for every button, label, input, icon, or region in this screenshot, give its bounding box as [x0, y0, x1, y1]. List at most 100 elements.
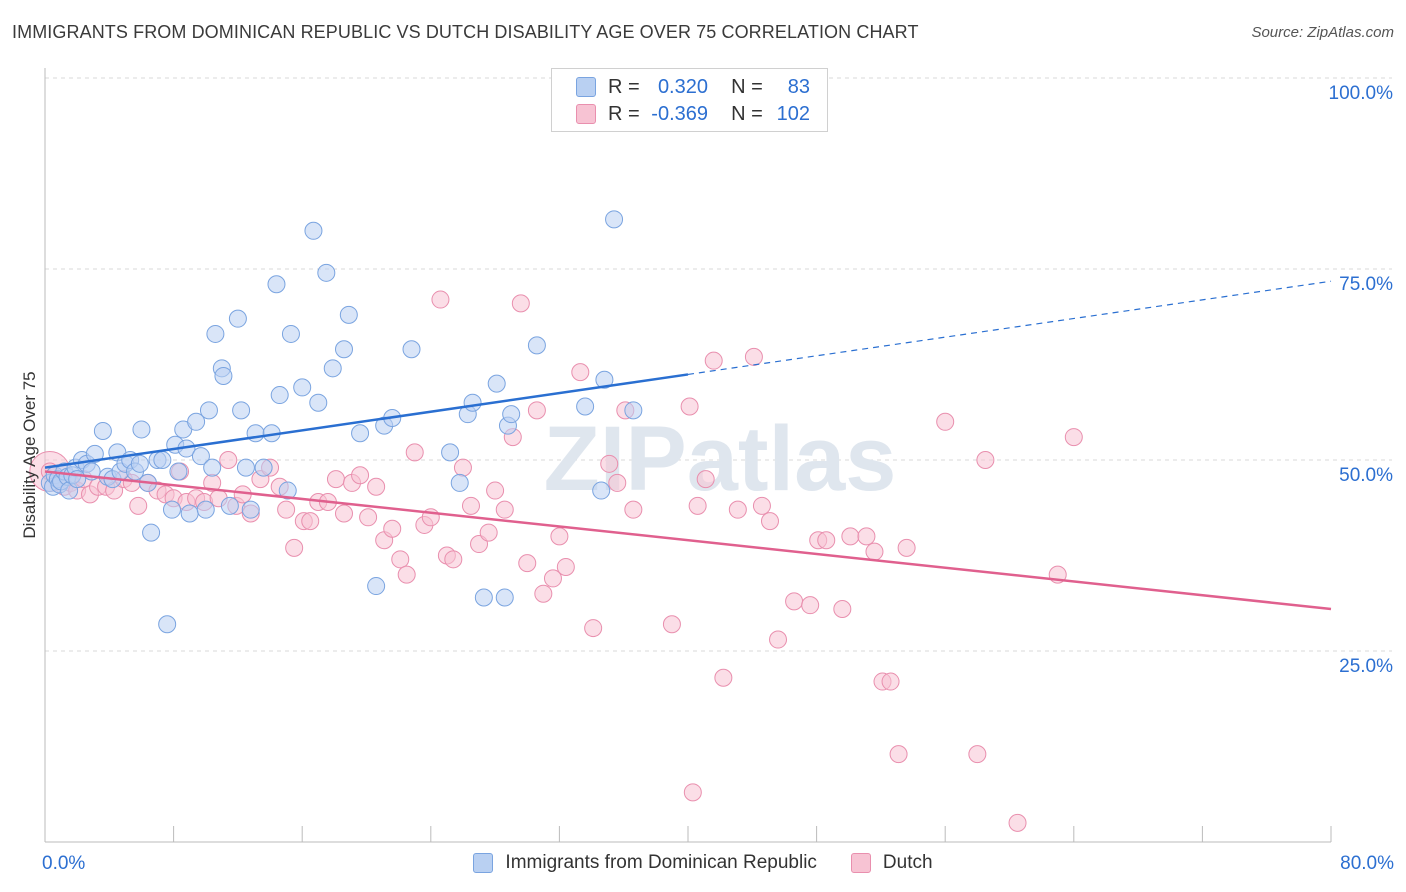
- dutch-point: [760, 512, 779, 531]
- dutch-point: [383, 519, 402, 538]
- dominican-point: [130, 454, 149, 473]
- dutch-point: [897, 538, 916, 557]
- dutch-point: [556, 557, 575, 576]
- dominican-point: [191, 447, 210, 466]
- legend-n-label: N =: [731, 75, 763, 98]
- dutch-point: [833, 599, 852, 618]
- series-swatch-pink: [850, 853, 871, 873]
- dutch-point: [495, 500, 514, 519]
- dominican-point: [495, 588, 514, 607]
- source-label: Source: ZipAtlas.com: [1251, 24, 1394, 41]
- dominican-point: [402, 340, 421, 359]
- dominican-point: [267, 275, 286, 294]
- dutch-point: [334, 504, 353, 523]
- dutch-point: [277, 500, 296, 519]
- dutch-point: [881, 672, 900, 691]
- dominican-point: [132, 420, 151, 439]
- dominican-point: [220, 496, 239, 515]
- dutch-point: [624, 500, 643, 519]
- dutch-point: [571, 363, 590, 382]
- series-swatch-blue: [473, 853, 494, 873]
- dutch-point: [534, 584, 553, 603]
- dutch-point: [461, 496, 480, 515]
- dutch-point: [1064, 428, 1083, 447]
- dominican-point: [334, 340, 353, 359]
- dominican-point: [187, 412, 206, 431]
- dutch-point: [785, 592, 804, 611]
- dominican-point: [162, 500, 181, 519]
- dutch-point: [550, 527, 569, 546]
- dutch-point: [841, 527, 860, 546]
- dominican-point: [527, 336, 546, 355]
- dutch-point: [351, 466, 370, 485]
- dutch-point: [696, 470, 715, 489]
- dominican-point: [214, 366, 233, 385]
- dominican-point: [450, 473, 469, 492]
- series-name: Dutch: [882, 852, 933, 873]
- dutch-point: [968, 745, 987, 764]
- dominican-point: [169, 462, 188, 481]
- dominican-point: [228, 309, 247, 328]
- dominican-trend-line: [44, 373, 689, 469]
- dutch-point: [608, 473, 627, 492]
- legend-r-label: R =: [608, 102, 640, 125]
- dominican-point: [605, 210, 624, 229]
- dominican-point: [474, 588, 493, 607]
- dutch-point: [1008, 813, 1027, 832]
- dutch-point: [680, 397, 699, 416]
- dutch-point: [857, 527, 876, 546]
- dominican-point: [323, 359, 342, 378]
- legend-row-dutch: R = -0.369 N = 102: [576, 102, 810, 126]
- dutch-point: [301, 512, 320, 531]
- dutch-point: [511, 294, 530, 313]
- correlation-legend: R = 0.320 N = 83 R = -0.369 N = 102: [551, 68, 828, 132]
- y-tick-label: 75.0%: [1339, 274, 1393, 295]
- y-tick-label: 100.0%: [1329, 83, 1394, 104]
- dominican-point: [85, 444, 104, 463]
- dominican-point: [196, 500, 215, 519]
- legend-row-dominican: R = 0.320 N = 83: [576, 75, 810, 99]
- dutch-point: [479, 523, 498, 542]
- dutch-point: [470, 535, 489, 554]
- dominican-point: [624, 401, 643, 420]
- dutch-point: [683, 783, 702, 802]
- dominican-point: [317, 263, 336, 282]
- dutch-point: [817, 531, 836, 550]
- dominican-point: [158, 615, 177, 634]
- dutch-point: [219, 451, 238, 469]
- dutch-point: [744, 347, 763, 366]
- dutch-point: [367, 477, 386, 496]
- dominican-point: [592, 481, 611, 500]
- dominican-point: [270, 386, 289, 405]
- dominican-point: [232, 401, 251, 420]
- series-legend-dutch: Dutch: [850, 852, 933, 874]
- dutch-point: [431, 290, 450, 309]
- dutch-trend-line: [44, 470, 1332, 611]
- y-axis-title: Disability Age Over 75: [20, 371, 39, 538]
- chart-title: IMMIGRANTS FROM DOMINICAN REPUBLIC VS DU…: [12, 22, 919, 42]
- dutch-point: [397, 565, 416, 584]
- series-legend: Immigrants from Dominican Republic Dutch: [0, 852, 1406, 874]
- legend-n-value: 102: [776, 102, 810, 125]
- dutch-point: [359, 508, 378, 527]
- dominican-point: [278, 481, 297, 500]
- dominican-point: [142, 523, 161, 542]
- dutch-points: [29, 290, 1083, 832]
- dominican-point: [304, 221, 323, 240]
- dominican-point: [236, 458, 255, 477]
- dominican-point: [595, 370, 614, 389]
- dutch-point: [326, 470, 345, 489]
- y-tick-label: 50.0%: [1339, 465, 1393, 486]
- dutch-point: [889, 745, 908, 764]
- x-tick-label: 80.0%: [1340, 853, 1394, 874]
- dutch-point: [728, 500, 747, 519]
- dominican-point: [339, 305, 358, 324]
- dominican-point: [281, 324, 300, 343]
- legend-n-label: N =: [731, 102, 763, 125]
- dutch-point: [444, 550, 463, 569]
- axis-labels: 25.0% 50.0% 75.0% 100.0% 0.0% 80.0% Disability…: [20, 83, 1394, 874]
- y-tick-label: 25.0%: [1339, 656, 1393, 677]
- dominican-trend-extension: [687, 280, 1332, 376]
- dutch-point: [391, 550, 410, 569]
